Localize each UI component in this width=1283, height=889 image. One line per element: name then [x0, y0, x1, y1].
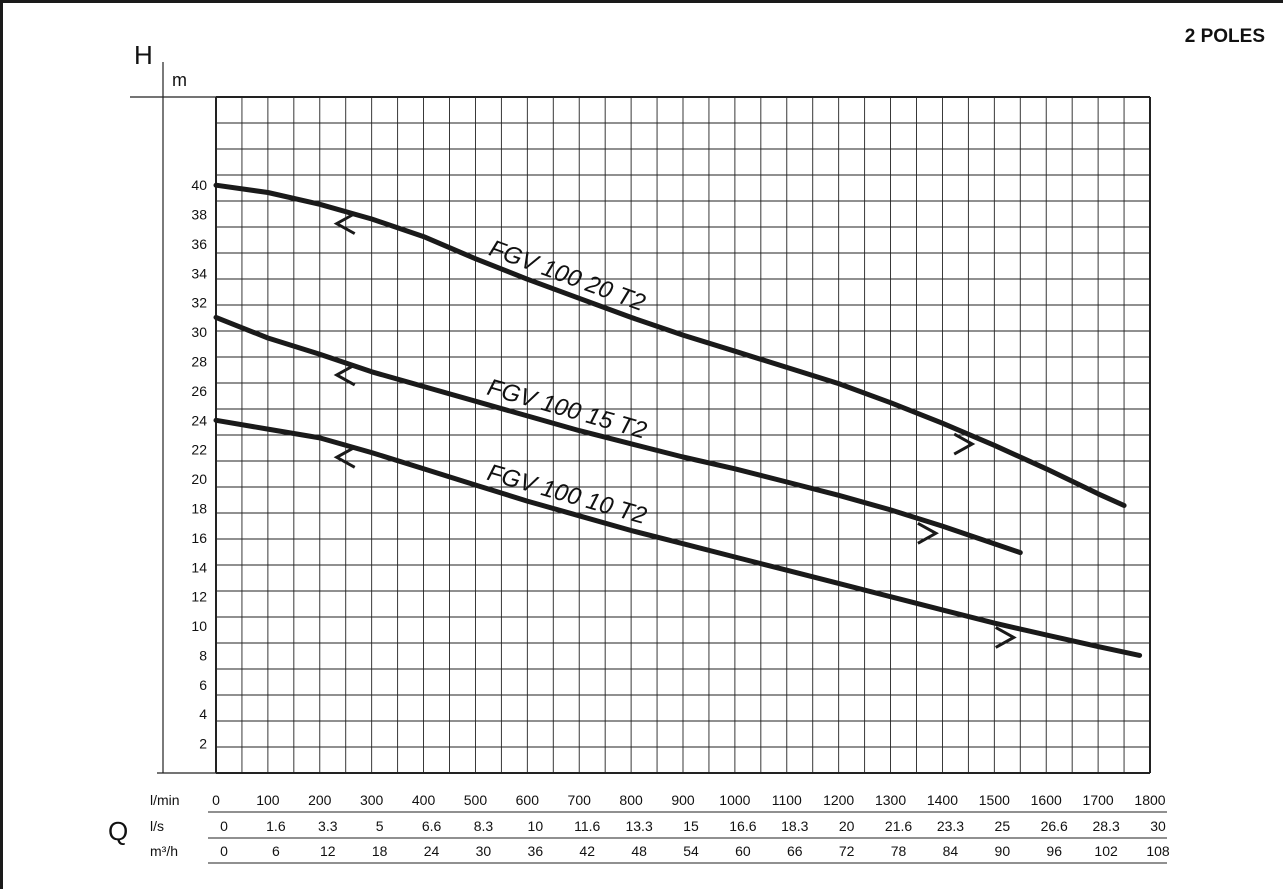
x-tick-label: 48	[631, 843, 647, 859]
x-tick-label: 6	[272, 843, 280, 859]
y-tick-label: 4	[199, 706, 207, 722]
x-tick-label: 1300	[875, 792, 906, 808]
x-tick-label: 78	[891, 843, 907, 859]
x-axis-unit-label: m³/h	[150, 843, 178, 859]
y-tick-label: 8	[199, 647, 207, 663]
x-tick-label: 24	[424, 843, 440, 859]
x-tick-label: 21.6	[885, 818, 912, 834]
x-tick-label: 1100	[772, 792, 802, 808]
x-tick-label: 1.6	[266, 818, 286, 834]
x-tick-label: 15	[683, 818, 699, 834]
x-tick-label: 1200	[823, 792, 854, 808]
y-tick-label: 40	[191, 177, 207, 193]
y-tick-label: 20	[191, 471, 207, 487]
x-tick-label: 700	[568, 792, 592, 808]
y-tick-label: 14	[191, 559, 207, 575]
y-tick-label: 34	[191, 265, 207, 281]
x-tick-label: 100	[256, 792, 280, 808]
x-tick-label: 36	[528, 843, 544, 859]
y-tick-label: 6	[199, 677, 207, 693]
range-marker	[333, 445, 356, 469]
x-tick-label: 0	[220, 818, 228, 834]
y-tick-label: 12	[191, 589, 207, 605]
range-marker	[994, 626, 1017, 649]
x-tick-label: 1000	[719, 792, 750, 808]
x-axis: l/min 0 100 200 300 400 500 600 700 800 900 1000 110…	[150, 792, 1170, 864]
x-tick-label: 5	[376, 818, 384, 834]
x-axis-symbol: Q	[108, 816, 128, 846]
x-tick-label: 8.3	[474, 818, 494, 834]
range-marker	[333, 363, 356, 387]
x-tick-label: 25	[995, 818, 1011, 834]
x-tick-label: 12	[320, 843, 336, 859]
series-line	[213, 182, 1127, 508]
range-marker	[917, 521, 939, 545]
x-tick-label: 200	[308, 792, 332, 808]
x-axis-unit-label: l/min	[150, 792, 180, 808]
x-tick-label: 108	[1146, 843, 1170, 859]
x-tick-label: 28.3	[1092, 818, 1119, 834]
y-tick-label: 22	[191, 442, 207, 458]
y-tick-label: 18	[191, 500, 207, 516]
x-tick-label: 0	[220, 843, 228, 859]
x-tick-label: 6.6	[422, 818, 442, 834]
x-tick-label: 72	[839, 843, 855, 859]
poles-label: 2 POLES	[1185, 26, 1265, 47]
y-axis-unit: m	[172, 70, 187, 90]
y-axis-symbol: H	[134, 40, 153, 70]
y-tick-label: 24	[191, 412, 207, 428]
x-tick-label: 26.6	[1041, 818, 1068, 834]
x-tick-label: 800	[619, 792, 643, 808]
y-tick-label: 16	[191, 530, 207, 546]
x-tick-label: 500	[464, 792, 488, 808]
y-tick-label: 26	[191, 383, 207, 399]
x-tick-label: 11.6	[574, 818, 600, 834]
x-tick-label: 30	[1150, 818, 1166, 834]
y-tick-label: 30	[191, 324, 207, 340]
range-marker	[333, 212, 356, 235]
x-tick-label: 1700	[1083, 792, 1114, 808]
x-tick-label: 90	[995, 843, 1011, 859]
range-marker	[953, 432, 976, 456]
x-tick-label: 16.6	[729, 818, 756, 834]
x-tick-label: 18.3	[781, 818, 808, 834]
x-tick-label: 96	[1046, 843, 1062, 859]
x-tick-label: 400	[412, 792, 436, 808]
x-axis-unit-label: l/s	[150, 818, 164, 834]
y-tick-label: 32	[191, 295, 207, 311]
x-tick-label: 300	[360, 792, 384, 808]
y-tick-label: 2	[199, 736, 207, 752]
y-tick-label: 28	[191, 354, 207, 370]
x-tick-label: 10	[528, 818, 544, 834]
x-tick-label: 1500	[979, 792, 1010, 808]
x-tick-label: 23.3	[937, 818, 964, 834]
series-line	[213, 417, 1143, 658]
grid	[215, 96, 1151, 774]
y-tick-label: 38	[191, 207, 207, 223]
x-tick-label: 1600	[1031, 792, 1062, 808]
y-tick-label: 36	[191, 236, 207, 252]
x-tick-label: 1400	[927, 792, 958, 808]
x-tick-label: 42	[579, 843, 595, 859]
x-tick-label: 600	[516, 792, 540, 808]
x-tick-label: 66	[787, 843, 803, 859]
x-tick-label: 102	[1094, 843, 1118, 859]
x-tick-label: 20	[839, 818, 855, 834]
x-tick-label: 30	[476, 843, 492, 859]
y-tick-label: 10	[191, 618, 207, 634]
x-tick-label: 0	[212, 792, 220, 808]
x-tick-label: 54	[683, 843, 699, 859]
x-tick-label: 60	[735, 843, 751, 859]
x-tick-label: 3.3	[318, 818, 338, 834]
x-tick-label: 13.3	[625, 818, 652, 834]
x-tick-label: 84	[943, 843, 959, 859]
x-tick-label: 1800	[1134, 792, 1165, 808]
x-tick-label: 18	[372, 843, 388, 859]
x-tick-label: 900	[671, 792, 695, 808]
